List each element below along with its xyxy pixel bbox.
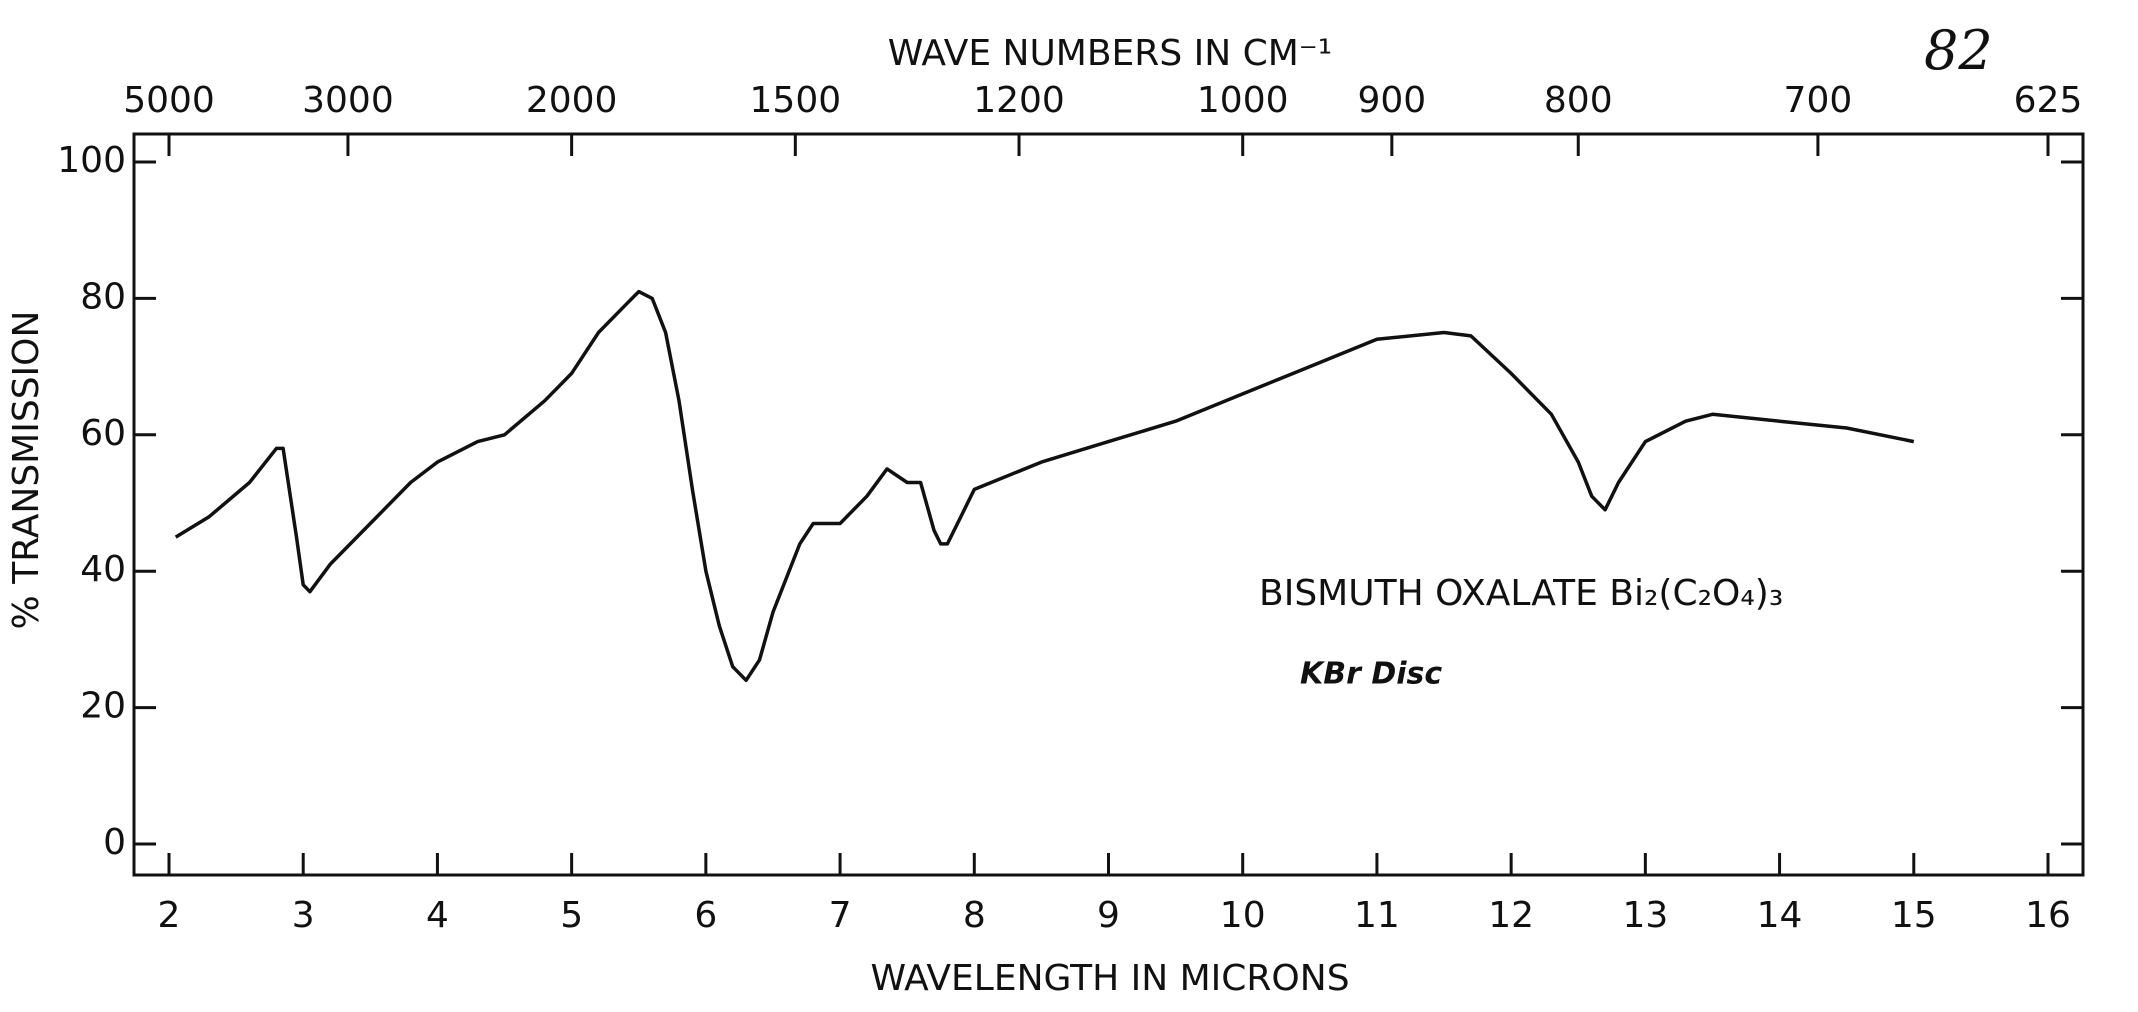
x2-tick-label: 1200	[973, 80, 1065, 121]
y-tick-label: 20	[80, 686, 126, 727]
annotation: 82	[1924, 19, 1993, 82]
x2-tick-label: 5000	[123, 80, 215, 121]
x2-tick-label: 900	[1357, 80, 1426, 121]
x2-tick-label: 700	[1784, 80, 1853, 121]
y-tick-label: 60	[80, 413, 126, 454]
x-tick-label: 6	[694, 895, 717, 936]
x2-tick-label: 625	[2014, 80, 2083, 121]
y-tick-label: 80	[80, 276, 126, 317]
x-tick-label: 2	[158, 895, 181, 936]
x-tick-label: 13	[1622, 895, 1668, 936]
x-tick-label: 14	[1757, 895, 1803, 936]
plot-frame	[132, 132, 2085, 877]
x-tick-label: 7	[829, 895, 852, 936]
x-axis-label: WAVELENGTH IN MICRONS	[870, 958, 1349, 999]
y-axis-label: % TRANSMISSION	[6, 311, 47, 630]
annotation: BISMUTH OXALATE Bi₂(C₂O₄)₃	[1259, 573, 1783, 614]
y-tick-label: 100	[57, 140, 126, 181]
x-tick-label: 9	[1097, 895, 1120, 936]
x2-tick-label: 1000	[1197, 80, 1289, 121]
x2-tick-label: 2000	[526, 80, 618, 121]
x-tick-label: 16	[2025, 895, 2071, 936]
x2-tick-label: 1500	[750, 80, 842, 121]
x-tick-label: 15	[1891, 895, 1937, 936]
x-tick-label: 11	[1354, 895, 1400, 936]
y-tick-label: 0	[103, 822, 126, 863]
x2-tick-label: 3000	[302, 80, 394, 121]
x2-axis-label: WAVE NUMBERS IN CM⁻¹	[888, 33, 1332, 74]
x-tick-label: 10	[1220, 895, 1266, 936]
x-tick-label: 4	[426, 895, 449, 936]
y-tick-label: 40	[80, 549, 126, 590]
annotation: KBr Disc	[1300, 657, 1442, 692]
x-tick-label: 8	[963, 895, 986, 936]
x2-tick-label: 800	[1544, 80, 1613, 121]
x-tick-label: 12	[1488, 895, 1534, 936]
x-tick-label: 5	[560, 895, 583, 936]
x-tick-label: 3	[292, 895, 315, 936]
spectrum-line	[174, 289, 1915, 683]
